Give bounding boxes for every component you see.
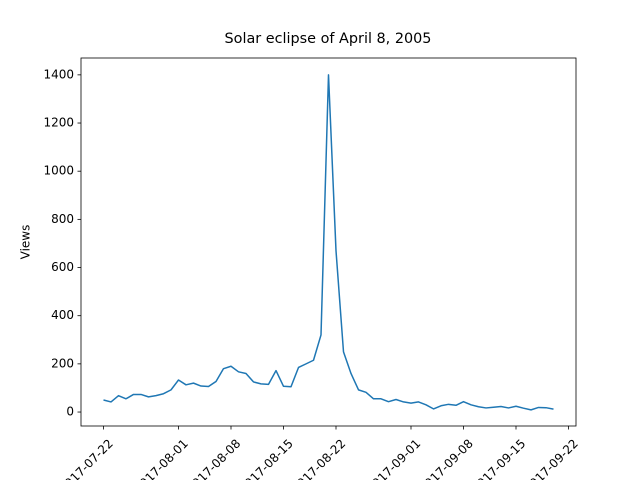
x-tick-label: 2017-08-08 <box>184 436 243 480</box>
y-tick-label: 200 <box>51 356 74 370</box>
x-tick-label: 2017-08-22 <box>289 436 348 480</box>
x-tick-label: 2017-09-01 <box>364 436 423 480</box>
x-tick-label: 2017-08-15 <box>237 436 296 480</box>
y-tick-label: 1400 <box>43 67 74 81</box>
x-tick-label: 2017-09-15 <box>469 436 528 480</box>
chart-title: Solar eclipse of April 8, 2005 <box>225 31 432 47</box>
x-tick-label: 2017-08-01 <box>132 436 191 480</box>
y-tick-label: 1000 <box>43 164 74 178</box>
y-tick-label: 0 <box>66 405 74 419</box>
x-tick-label: 2017-07-22 <box>57 436 116 480</box>
y-tick-label: 600 <box>51 260 74 274</box>
x-tick-label: 2017-09-22 <box>522 436 581 480</box>
y-tick-label: 1200 <box>43 116 74 130</box>
y-axis-label: Views <box>19 225 33 260</box>
x-tick-label: 2017-09-08 <box>417 436 476 480</box>
y-tick-label: 400 <box>51 308 74 322</box>
y-tick-label: 800 <box>51 212 74 226</box>
plot-frame <box>80 57 577 427</box>
line <box>103 74 554 411</box>
